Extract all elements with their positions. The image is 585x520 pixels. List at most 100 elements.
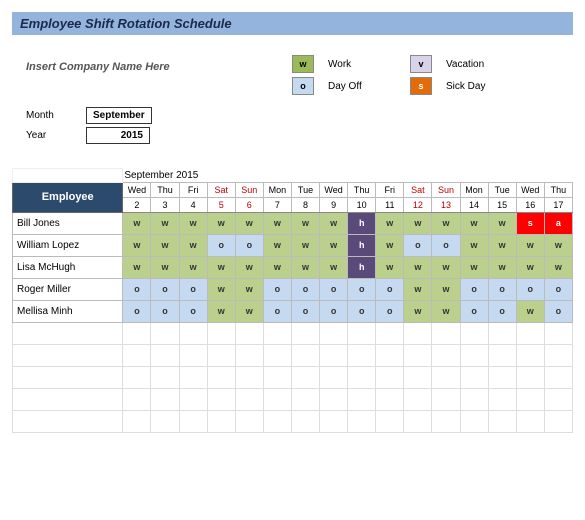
shift-cell[interactable]: o [123, 278, 151, 300]
shift-cell[interactable]: w [151, 212, 179, 234]
shift-cell[interactable]: o [404, 234, 432, 256]
shift-cell[interactable] [291, 322, 319, 344]
shift-cell[interactable] [516, 410, 544, 432]
shift-cell[interactable] [488, 322, 516, 344]
shift-cell[interactable] [207, 344, 235, 366]
shift-cell[interactable] [235, 410, 263, 432]
shift-cell[interactable] [348, 410, 376, 432]
shift-cell[interactable]: w [235, 300, 263, 322]
shift-cell[interactable]: o [320, 278, 348, 300]
shift-cell[interactable]: o [460, 278, 488, 300]
shift-cell[interactable]: w [320, 212, 348, 234]
shift-cell[interactable]: o [544, 278, 572, 300]
shift-cell[interactable] [488, 388, 516, 410]
shift-cell[interactable]: w [291, 256, 319, 278]
shift-cell[interactable]: o [488, 278, 516, 300]
shift-cell[interactable] [291, 410, 319, 432]
shift-cell[interactable] [291, 344, 319, 366]
shift-cell[interactable]: w [404, 212, 432, 234]
shift-cell[interactable] [460, 344, 488, 366]
shift-cell[interactable]: w [516, 234, 544, 256]
shift-cell[interactable] [404, 366, 432, 388]
shift-cell[interactable] [123, 410, 151, 432]
shift-cell[interactable]: w [151, 256, 179, 278]
shift-cell[interactable] [235, 366, 263, 388]
shift-cell[interactable] [432, 322, 460, 344]
shift-cell[interactable]: w [263, 256, 291, 278]
shift-cell[interactable] [348, 388, 376, 410]
shift-cell[interactable] [207, 388, 235, 410]
shift-cell[interactable]: w [544, 256, 572, 278]
shift-cell[interactable]: w [376, 212, 404, 234]
shift-cell[interactable] [123, 344, 151, 366]
meta-month-value[interactable]: September [86, 107, 152, 124]
shift-cell[interactable] [460, 322, 488, 344]
shift-cell[interactable]: o [263, 300, 291, 322]
shift-cell[interactable]: w [235, 256, 263, 278]
shift-cell[interactable] [460, 388, 488, 410]
shift-cell[interactable] [488, 344, 516, 366]
shift-cell[interactable]: w [179, 212, 207, 234]
shift-cell[interactable]: w [207, 256, 235, 278]
shift-cell[interactable] [544, 344, 572, 366]
shift-cell[interactable]: o [516, 278, 544, 300]
shift-cell[interactable] [432, 410, 460, 432]
shift-cell[interactable] [179, 410, 207, 432]
shift-cell[interactable]: w [432, 256, 460, 278]
shift-cell[interactable]: o [263, 278, 291, 300]
shift-cell[interactable]: o [348, 300, 376, 322]
shift-cell[interactable] [235, 322, 263, 344]
shift-cell[interactable]: w [404, 278, 432, 300]
shift-cell[interactable] [516, 366, 544, 388]
shift-cell[interactable]: o [207, 234, 235, 256]
shift-cell[interactable]: w [404, 300, 432, 322]
shift-cell[interactable]: o [544, 300, 572, 322]
shift-cell[interactable] [544, 388, 572, 410]
shift-cell[interactable]: w [207, 278, 235, 300]
shift-cell[interactable] [179, 366, 207, 388]
shift-cell[interactable] [488, 366, 516, 388]
shift-cell[interactable] [320, 344, 348, 366]
shift-cell[interactable]: w [488, 256, 516, 278]
shift-cell[interactable] [320, 388, 348, 410]
shift-cell[interactable] [207, 410, 235, 432]
shift-cell[interactable]: o [432, 234, 460, 256]
shift-cell[interactable]: w [460, 212, 488, 234]
shift-cell[interactable]: w [179, 234, 207, 256]
shift-cell[interactable] [348, 344, 376, 366]
shift-cell[interactable] [404, 410, 432, 432]
shift-cell[interactable]: o [488, 300, 516, 322]
shift-cell[interactable] [207, 322, 235, 344]
shift-cell[interactable]: w [432, 278, 460, 300]
shift-cell[interactable]: w [432, 300, 460, 322]
shift-cell[interactable] [460, 366, 488, 388]
shift-cell[interactable] [432, 388, 460, 410]
shift-cell[interactable]: o [179, 300, 207, 322]
shift-cell[interactable]: w [516, 256, 544, 278]
shift-cell[interactable]: w [123, 234, 151, 256]
shift-cell[interactable]: o [291, 278, 319, 300]
shift-cell[interactable]: w [460, 234, 488, 256]
shift-cell[interactable] [263, 344, 291, 366]
shift-cell[interactable]: s [516, 212, 544, 234]
shift-cell[interactable]: w [544, 234, 572, 256]
shift-cell[interactable]: o [291, 300, 319, 322]
shift-cell[interactable] [544, 366, 572, 388]
shift-cell[interactable] [263, 388, 291, 410]
shift-cell[interactable] [151, 410, 179, 432]
shift-cell[interactable] [516, 344, 544, 366]
shift-cell[interactable]: w [207, 212, 235, 234]
shift-cell[interactable]: h [348, 234, 376, 256]
shift-cell[interactable]: w [263, 212, 291, 234]
shift-cell[interactable]: w [460, 256, 488, 278]
meta-year-value[interactable]: 2015 [86, 127, 150, 144]
shift-cell[interactable]: o [151, 278, 179, 300]
shift-cell[interactable] [488, 410, 516, 432]
shift-cell[interactable]: o [376, 278, 404, 300]
shift-cell[interactable]: o [235, 234, 263, 256]
shift-cell[interactable] [516, 388, 544, 410]
shift-cell[interactable] [123, 366, 151, 388]
shift-cell[interactable]: w [488, 212, 516, 234]
shift-cell[interactable]: o [123, 300, 151, 322]
shift-cell[interactable]: w [291, 234, 319, 256]
